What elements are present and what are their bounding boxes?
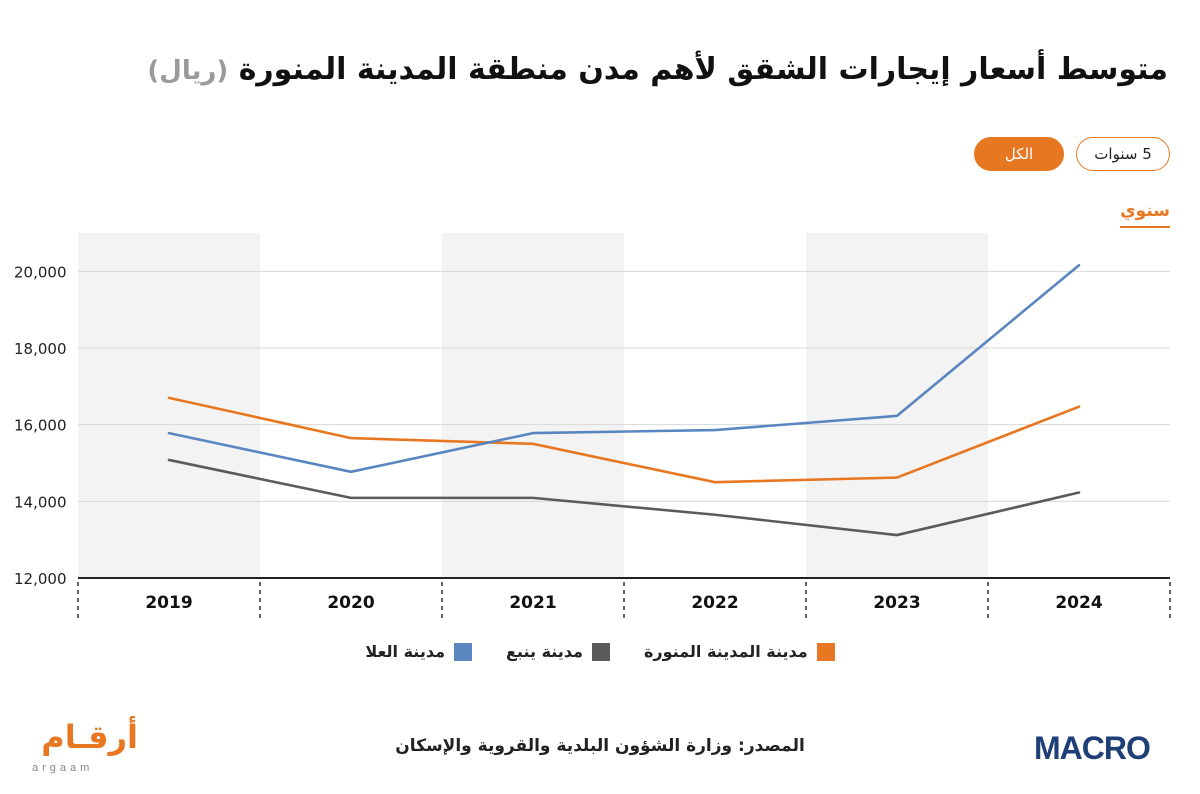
scope-all-button[interactable]: الكل	[974, 137, 1064, 171]
x-tick-label: 2021	[509, 593, 556, 613]
legend-swatch-yanbu	[591, 642, 610, 661]
source-note: المصدر: وزارة الشؤون البلدية والقروية وا…	[395, 736, 805, 756]
legend-label-madinah: مدينة المدينة المنورة	[643, 642, 808, 661]
legend-swatch-madinah	[816, 642, 835, 661]
legend-swatch-ula	[454, 642, 472, 661]
column-band	[806, 233, 988, 578]
x-tick-label: 2019	[145, 593, 192, 613]
legend-label-ula: مدينة العلا	[365, 642, 445, 661]
line-chart: 12,000 14,000 16,000 18,000 20,000 2019 2020 20…	[14, 233, 1171, 620]
column-band	[78, 233, 260, 578]
argaam-logo-arabic: أرقـام	[41, 718, 138, 756]
macro-logo: MACRO	[1034, 730, 1151, 766]
y-tick-label: 16,000	[14, 417, 67, 435]
tab-annual[interactable]: سنوي	[1120, 201, 1170, 228]
chart-title: متوسط أسعار إيجارات الشقق لأهم مدن منطقة…	[147, 52, 1168, 87]
series-line-2	[167, 263, 1081, 474]
argaam-logo-latin: argaam	[32, 762, 94, 774]
y-tick-label: 12,000	[14, 570, 67, 588]
x-tick-label: 2023	[873, 593, 920, 613]
series-line-0	[167, 396, 1081, 484]
x-tick-label: 2022	[691, 593, 738, 613]
legend-item-yanbu: مدينة ينبع	[506, 642, 610, 661]
legend-item-madinah: مدينة المدينة المنورة	[644, 642, 835, 661]
y-tick-label: 18,000	[14, 340, 67, 358]
x-tick-label: 2020	[327, 593, 374, 613]
column-band	[442, 233, 624, 578]
x-tick-label: 2024	[1055, 593, 1102, 613]
series-line-1	[167, 458, 1081, 537]
y-tick-label: 14,000	[14, 493, 67, 511]
y-tick-label: 20,000	[14, 263, 67, 281]
chart-title-text: متوسط أسعار إيجارات الشقق لأهم مدن منطقة…	[238, 52, 1168, 87]
argaam-logo: أرقـام argaam	[28, 718, 138, 778]
chart-legend: مدينة المدينة المنورة مدينة ينبع مدينة ا…	[0, 642, 1200, 661]
legend-label-yanbu: مدينة ينبع	[506, 642, 583, 661]
chart-title-unit: (ريال)	[147, 56, 229, 86]
period-5-years-button[interactable]: 5 سنوات	[1076, 137, 1170, 171]
legend-item-ula: مدينة العلا	[365, 642, 472, 661]
